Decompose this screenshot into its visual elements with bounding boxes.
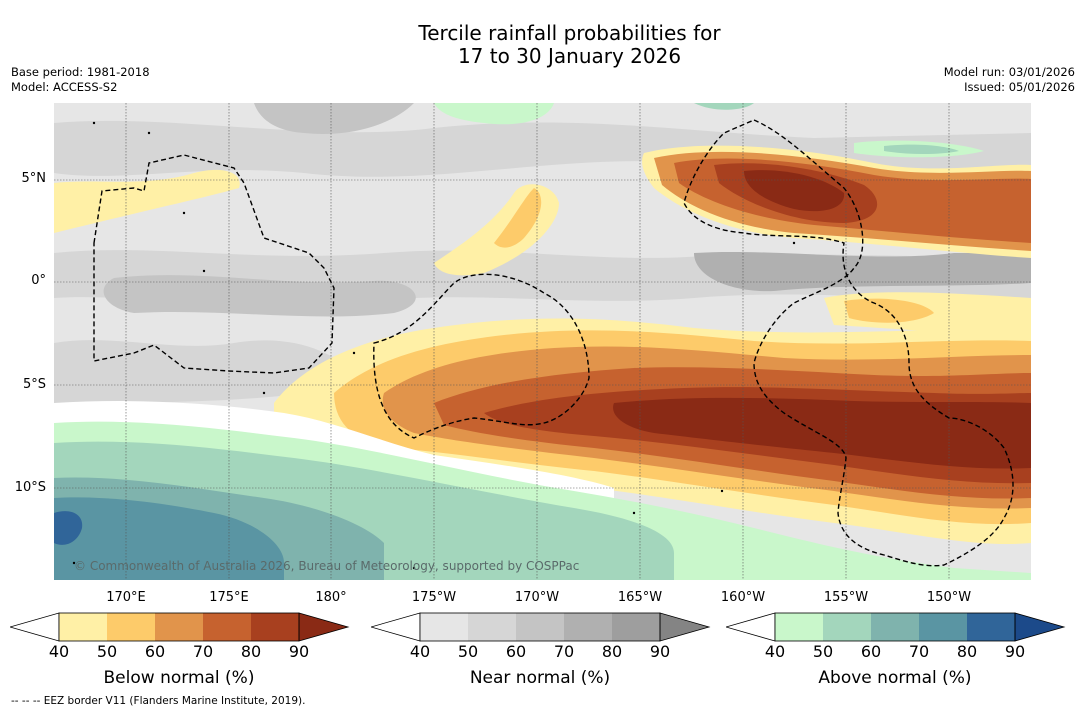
model-name: Model: ACCESS-S2 (11, 80, 118, 94)
legend-title-below: Below normal (%) (103, 668, 255, 688)
tick-near-60: 60 (505, 642, 527, 661)
lon-label-150w: 150°W (926, 590, 972, 605)
near-normal-west-mid (54, 340, 354, 403)
lon-label-175e: 175°E (209, 590, 249, 605)
lon-label-160w: 160°W (720, 590, 766, 605)
map-title: Tercile rainfall probabilities for 17 to… (0, 22, 1085, 68)
colorbar-near-bin-3 (516, 613, 564, 641)
lat-label-5s: 5°S (22, 377, 46, 392)
lon-label-175w: 175°W (411, 590, 457, 605)
model-run: Model run: 03/01/2026 (943, 65, 1075, 79)
colorbar-below-bin-4 (203, 613, 251, 641)
lat-label-10s: 10°S (14, 480, 46, 495)
tick-below-90: 90 (288, 642, 310, 661)
below-normal-east-eq-orange (844, 298, 934, 323)
graticule (54, 103, 1031, 580)
below-normal-ne-core (744, 170, 845, 212)
colorbar-below-bin-3 (155, 613, 203, 641)
eez-kiribati-gilbert (93, 154, 335, 374)
tick-above-40: 40 (764, 642, 786, 661)
tick-above-70: 70 (908, 642, 930, 661)
tick-below-80: 80 (240, 642, 262, 661)
lon-label-155w: 155°W (823, 590, 869, 605)
colorbar-below-bin-1 (59, 613, 107, 641)
colorbar-below-min-arrow (10, 612, 60, 642)
above-normal-sw-deep (54, 497, 284, 580)
above-normal-north-strip-east (694, 103, 754, 110)
meta-right: Model run: 03/01/2026 Issued: 05/01/2026 (944, 65, 1075, 95)
above-normal-ne-strip-dark (884, 144, 959, 154)
below-normal-nw-yellow (54, 169, 240, 233)
island-specks (72, 121, 796, 570)
lon-label-165w: 165°W (617, 590, 663, 605)
colorbar-below-bin-2 (107, 613, 155, 641)
eez-kiribati-phoenix (373, 273, 590, 439)
colorbar-above-min-arrow (726, 612, 776, 642)
above-normal-sw-deepest (54, 511, 83, 545)
issued-date: Issued: 05/01/2026 (964, 80, 1075, 94)
copyright-notice: © Commonwealth of Australia 2026, Bureau… (74, 559, 579, 573)
tick-below-40: 40 (48, 642, 70, 661)
tick-above-90: 90 (1004, 642, 1026, 661)
title-line-2: 17 to 30 January 2026 (457, 44, 682, 68)
eez-borders (93, 119, 1014, 567)
near-normal-region-north-dark (254, 103, 414, 134)
lat-label-0: 0° (31, 273, 46, 288)
title-line-1: Tercile rainfall probabilities for (418, 21, 721, 45)
colorbar-above-bin-1 (775, 613, 823, 641)
legend-title-above: Above normal (%) (818, 668, 972, 688)
tick-above-50: 50 (812, 642, 834, 661)
colorbar-near (371, 612, 711, 642)
colorbar-above-bin-4 (919, 613, 967, 641)
colorbar-below-bin-5 (251, 613, 299, 641)
rainfall-probability-map: © Commonwealth of Australia 2026, Bureau… (54, 103, 1031, 580)
tick-near-90: 90 (649, 642, 671, 661)
below-normal-south-core (613, 397, 1031, 469)
tick-near-40: 40 (409, 642, 431, 661)
colorbar-above-bin-2 (823, 613, 871, 641)
colorbar-near-bin-2 (468, 613, 516, 641)
lon-label-170e: 170°E (106, 590, 146, 605)
legend-title-near: Near normal (%) (469, 668, 611, 688)
colorbar-above-max-arrow (1014, 612, 1066, 642)
colorbar-near-bin-1 (420, 613, 468, 641)
tick-above-60: 60 (860, 642, 882, 661)
colorbar-near-bin-4 (564, 613, 612, 641)
colorbar-above-bin-3 (871, 613, 919, 641)
lat-label-5n: 5°N (21, 171, 47, 186)
tick-near-50: 50 (457, 642, 479, 661)
colorbar-below (10, 612, 350, 642)
above-normal-north-strip (434, 103, 554, 125)
tick-near-80: 80 (601, 642, 623, 661)
meta-left: Base period: 1981-2018 Model: ACCESS-S2 (11, 65, 150, 95)
colorbar-above-bin-5 (967, 613, 1015, 641)
tick-above-80: 80 (956, 642, 978, 661)
colorbar-above (726, 612, 1066, 642)
colorbar-near-bin-5 (612, 613, 660, 641)
base-period: Base period: 1981-2018 (11, 65, 150, 79)
below-normal-central-orange (494, 188, 542, 248)
tick-below-70: 70 (192, 642, 214, 661)
lon-label-180: 180° (315, 590, 347, 605)
colorbar-below-max-arrow (298, 612, 350, 642)
colorbar-near-min-arrow (371, 612, 421, 642)
colorbar-near-max-arrow (659, 612, 711, 642)
eez-kiribati-line-north (683, 119, 1014, 567)
eez-footnote: -- -- -- EEZ border V11 (Flanders Marine… (11, 695, 306, 707)
tick-near-70: 70 (553, 642, 575, 661)
near-normal-band-east-dark (694, 251, 1031, 292)
near-normal-band-equator-dark (103, 275, 416, 317)
tick-below-50: 50 (96, 642, 118, 661)
tick-below-60: 60 (144, 642, 166, 661)
lon-label-170w: 170°W (514, 590, 560, 605)
